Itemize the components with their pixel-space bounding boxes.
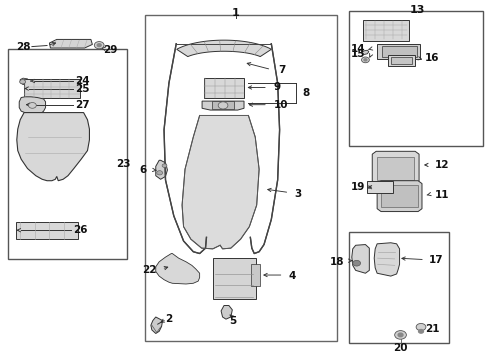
Text: 22: 22 [142, 265, 157, 275]
Bar [376, 44, 419, 59]
Text: 16: 16 [424, 53, 439, 63]
Text: 17: 17 [428, 255, 443, 265]
Bar [381, 46, 416, 57]
Bar [381, 185, 417, 207]
Circle shape [20, 80, 25, 84]
Polygon shape [351, 244, 368, 273]
Polygon shape [176, 40, 271, 57]
Text: 18: 18 [329, 257, 344, 267]
Bar [348, 12, 483, 146]
Circle shape [97, 44, 101, 46]
Polygon shape [151, 317, 162, 333]
Bar [251, 264, 260, 286]
Bar [144, 15, 336, 341]
Text: 23: 23 [116, 159, 130, 169]
Text: 14: 14 [350, 44, 365, 54]
Circle shape [28, 103, 36, 108]
Bar [387, 55, 414, 66]
Text: 29: 29 [103, 45, 117, 55]
Polygon shape [19, 97, 45, 115]
Circle shape [361, 57, 368, 63]
Text: 9: 9 [273, 82, 280, 93]
Bar [362, 20, 408, 41]
Polygon shape [49, 40, 92, 48]
Polygon shape [221, 306, 232, 319]
Text: 10: 10 [273, 100, 287, 110]
Circle shape [218, 102, 227, 109]
Text: 20: 20 [392, 343, 407, 353]
Text: 2: 2 [165, 314, 172, 324]
Circle shape [352, 260, 360, 266]
Polygon shape [202, 101, 244, 110]
Text: 7: 7 [278, 64, 285, 75]
Polygon shape [17, 113, 89, 181]
Text: 25: 25 [75, 84, 89, 94]
Bar [8, 49, 127, 259]
Text: 28: 28 [17, 42, 31, 51]
Text: 27: 27 [75, 100, 89, 110]
Text: 4: 4 [288, 271, 295, 281]
Bar [24, 79, 80, 98]
Text: 3: 3 [294, 189, 301, 199]
Bar [376, 157, 413, 180]
Circle shape [162, 164, 166, 167]
Polygon shape [361, 50, 368, 54]
Bar [212, 102, 234, 109]
Text: 21: 21 [424, 324, 439, 334]
Text: 11: 11 [434, 190, 448, 200]
Bar [348, 232, 448, 343]
Polygon shape [156, 160, 167, 179]
Circle shape [394, 330, 406, 339]
Circle shape [397, 333, 402, 337]
Circle shape [157, 171, 162, 175]
Circle shape [363, 59, 366, 61]
Polygon shape [376, 181, 421, 212]
Polygon shape [371, 151, 418, 184]
Polygon shape [20, 78, 29, 85]
Polygon shape [156, 253, 199, 284]
Text: 8: 8 [302, 88, 308, 98]
Circle shape [418, 329, 423, 333]
Bar [16, 222, 78, 239]
Circle shape [94, 41, 104, 49]
Text: 13: 13 [409, 5, 425, 15]
Bar [203, 78, 244, 98]
Text: 5: 5 [229, 316, 236, 325]
Text: 1: 1 [231, 8, 239, 18]
Bar [366, 181, 392, 193]
Circle shape [415, 323, 425, 330]
Text: 24: 24 [75, 76, 89, 86]
Bar [212, 258, 255, 299]
Text: 26: 26 [73, 225, 87, 235]
Bar [390, 57, 411, 64]
Text: 15: 15 [350, 49, 365, 59]
Text: 19: 19 [350, 182, 365, 192]
Text: 12: 12 [434, 160, 448, 170]
Text: 6: 6 [140, 165, 147, 175]
Polygon shape [182, 116, 259, 249]
Polygon shape [373, 243, 399, 276]
